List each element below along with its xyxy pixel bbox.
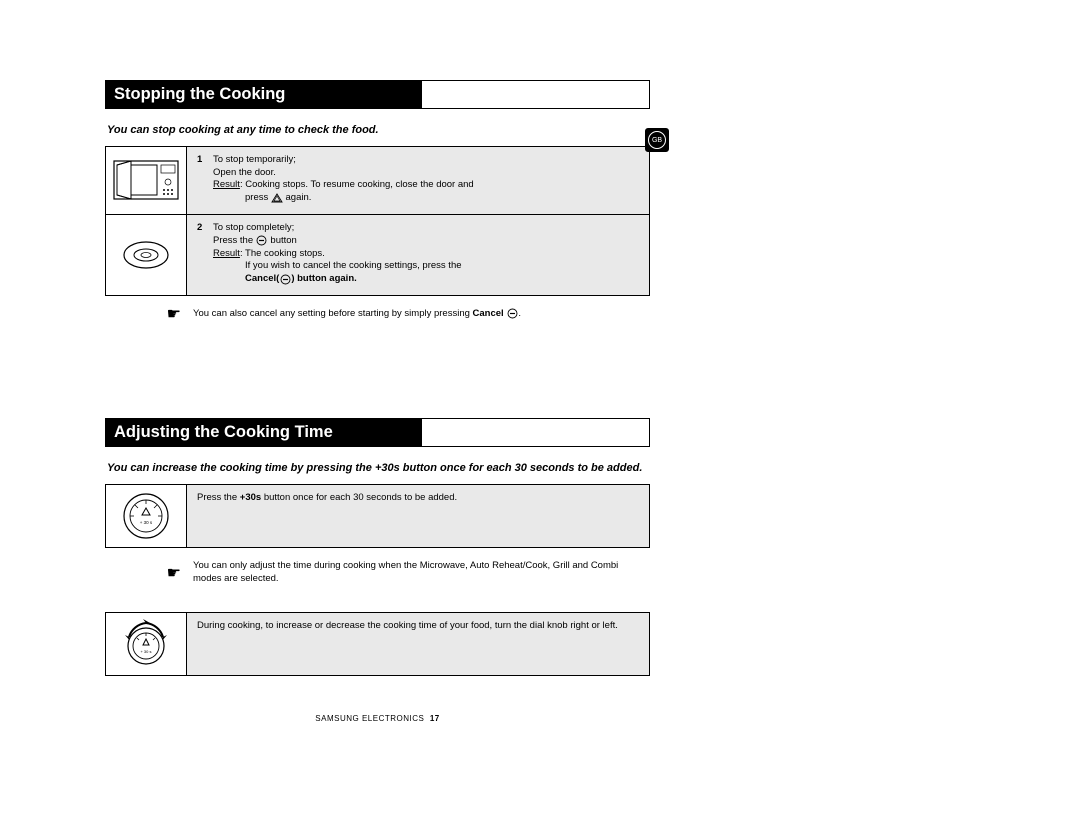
note-row: ☛ You can only adjust the time during co… bbox=[105, 553, 650, 595]
result-label: Result bbox=[213, 248, 240, 259]
section-title-box: Adjusting the Cooking Time bbox=[105, 418, 650, 447]
note-text-cell: You can only adjust the time during cook… bbox=[193, 553, 650, 595]
dial-icon bbox=[120, 235, 172, 275]
start-icon bbox=[271, 193, 283, 203]
pointer-icon: ☛ bbox=[167, 307, 181, 323]
section1-title: Stopping the Cooking bbox=[106, 81, 422, 108]
result-cont-cancel: Cancel() button again. bbox=[213, 273, 639, 286]
language-badge: GB bbox=[645, 128, 669, 152]
illustration-microwave bbox=[106, 147, 187, 214]
line: To stop temporarily; bbox=[213, 154, 639, 167]
knob-icon: + 30 s bbox=[121, 491, 171, 541]
illustration-dial bbox=[106, 215, 187, 295]
line: Press the button bbox=[213, 235, 639, 248]
cancel-icon bbox=[256, 235, 268, 245]
knob-turn-icon: + 30 s bbox=[121, 619, 171, 669]
section2-title: Adjusting the Cooking Time bbox=[106, 419, 422, 446]
note-body: You can also cancel any setting before s… bbox=[193, 308, 640, 321]
result-label: Result bbox=[213, 179, 240, 190]
line: To stop completely; bbox=[213, 222, 639, 235]
step-row: + 30 s Press the +30s button once for ea… bbox=[105, 484, 650, 548]
step-body: Press the +30s button once for each 30 s… bbox=[197, 492, 639, 538]
illustration-knob: + 30 s bbox=[106, 485, 187, 547]
step-text-cell: During cooking, to increase or decrease … bbox=[187, 613, 649, 675]
footer-brand: SAMSUNG ELECTRONICS bbox=[315, 714, 424, 723]
section1-intro: You can stop cooking at any time to chec… bbox=[107, 123, 650, 138]
section-title-box: Stopping the Cooking bbox=[105, 80, 650, 109]
microwave-icon bbox=[113, 160, 179, 200]
svg-text:+ 30 s: + 30 s bbox=[140, 649, 151, 654]
line: Open the door. bbox=[213, 167, 639, 180]
cancel-icon bbox=[506, 308, 518, 318]
result-cont: If you wish to cancel the cooking settin… bbox=[213, 260, 639, 273]
step-row: 2 To stop completely; Press the button R… bbox=[105, 214, 650, 296]
page-footer: SAMSUNG ELECTRONICS 17 bbox=[105, 714, 650, 723]
step-body: To stop completely; Press the button Res… bbox=[213, 222, 639, 286]
note-pointer-cell: ☛ bbox=[105, 553, 193, 595]
knob-label: + 30 s bbox=[140, 520, 153, 525]
step-row: 1 To stop temporarily; Open the door. Re… bbox=[105, 146, 650, 215]
section2-intro: You can increase the cooking time by pre… bbox=[107, 461, 650, 476]
illustration-knob-turn: + 30 s bbox=[106, 613, 187, 675]
result-line: Result: Cooking stops. To resume cooking… bbox=[213, 179, 639, 192]
result-cont: press again. bbox=[213, 192, 639, 205]
step-body: During cooking, to increase or decrease … bbox=[197, 620, 639, 666]
step-number: 2 bbox=[197, 222, 213, 286]
note-body: You can only adjust the time during cook… bbox=[193, 560, 640, 586]
result-text: : The cooking stops. bbox=[240, 248, 325, 259]
step-text-cell: 2 To stop completely; Press the button R… bbox=[187, 215, 649, 295]
page-number: 17 bbox=[430, 714, 440, 723]
pointer-icon: ☛ bbox=[167, 566, 181, 582]
cancel-icon bbox=[279, 274, 291, 284]
note-row: ☛ You can also cancel any setting before… bbox=[105, 301, 650, 330]
note-text-cell: You can also cancel any setting before s… bbox=[193, 301, 650, 330]
step-body: To stop temporarily; Open the door. Resu… bbox=[213, 154, 639, 205]
language-badge-text: GB bbox=[648, 131, 666, 149]
note-pointer-cell: ☛ bbox=[105, 301, 193, 330]
result-text: : Cooking stops. To resume cooking, clos… bbox=[240, 179, 474, 190]
step-number: 1 bbox=[197, 154, 213, 205]
result-line: Result: The cooking stops. bbox=[213, 248, 639, 261]
step-text-cell: 1 To stop temporarily; Open the door. Re… bbox=[187, 147, 649, 214]
step-text-cell: Press the +30s button once for each 30 s… bbox=[187, 485, 649, 547]
step-row: + 30 s During cooking, to increase or de… bbox=[105, 612, 650, 676]
